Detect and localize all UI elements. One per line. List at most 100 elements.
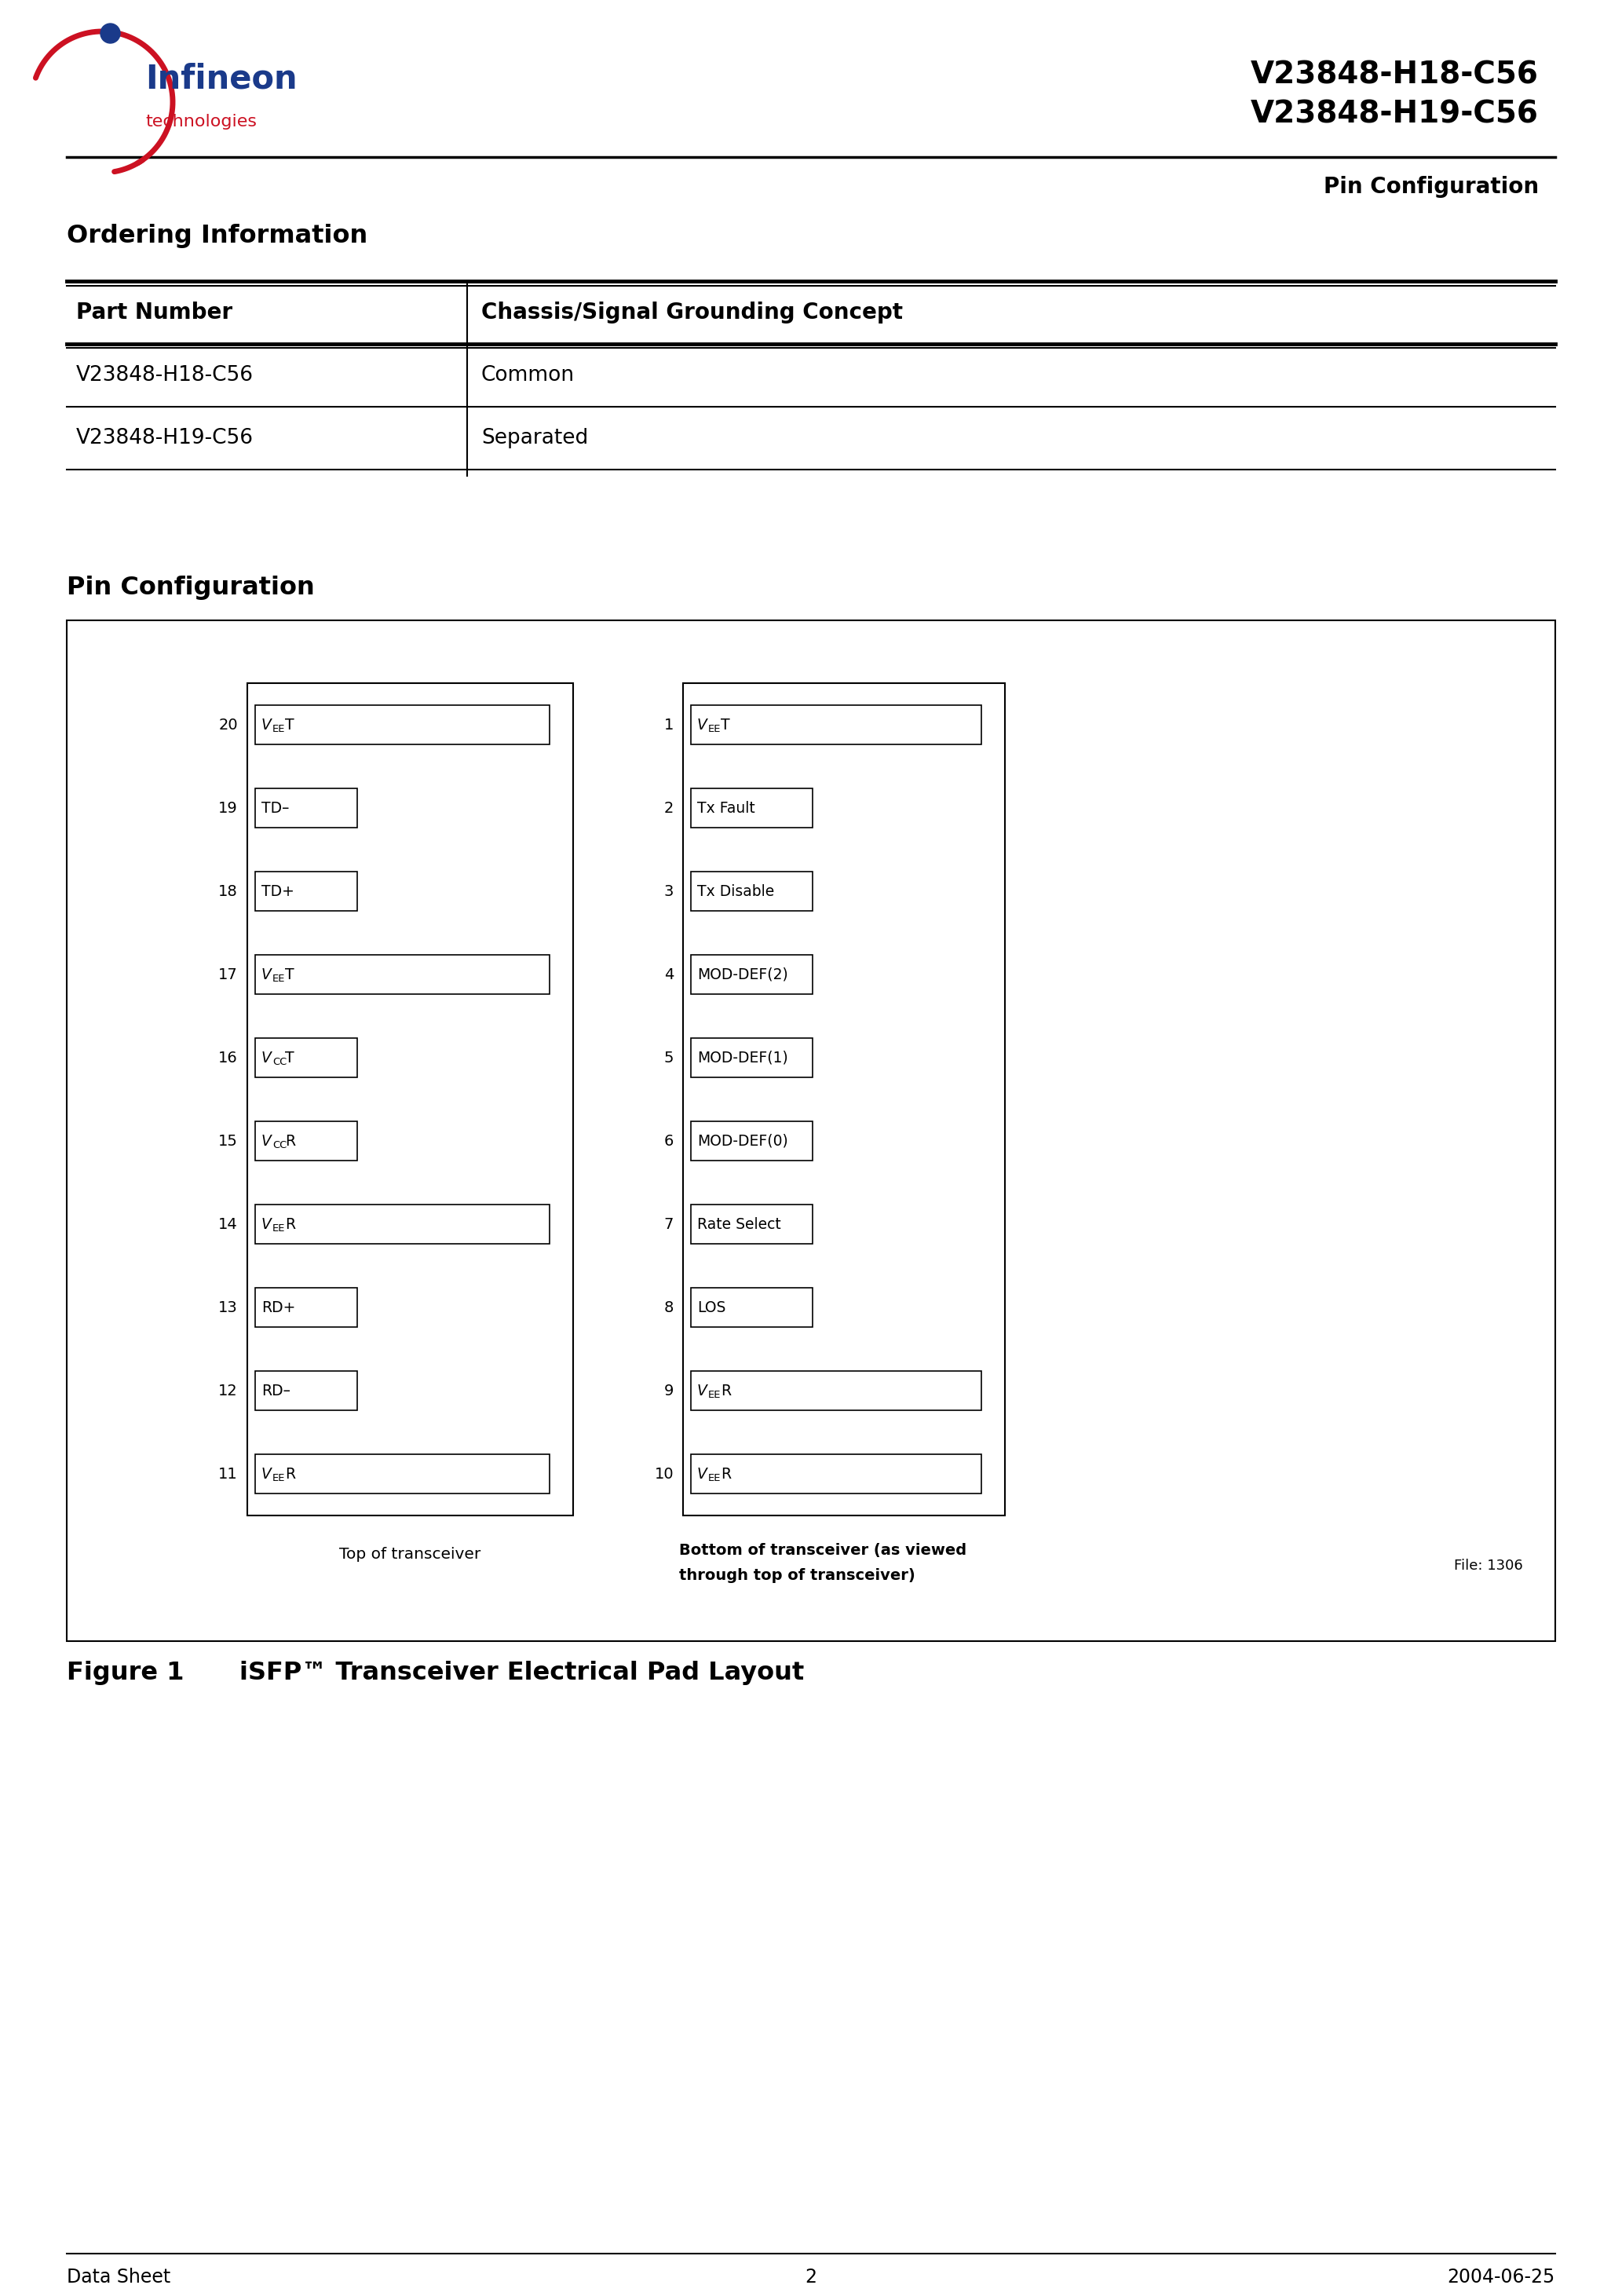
Text: T: T — [720, 716, 730, 732]
Text: 9: 9 — [663, 1382, 673, 1398]
Text: V23848-H19-C56: V23848-H19-C56 — [76, 427, 253, 448]
Text: T: T — [285, 716, 294, 732]
Text: V: V — [261, 716, 271, 732]
Text: through top of transceiver): through top of transceiver) — [680, 1568, 915, 1582]
Text: LOS: LOS — [697, 1300, 725, 1316]
Text: Tx Disable: Tx Disable — [697, 884, 774, 898]
Text: 3: 3 — [663, 884, 673, 898]
Text: R: R — [285, 1467, 295, 1481]
Text: RD–: RD– — [261, 1382, 290, 1398]
Bar — [255, 1453, 550, 1495]
Text: Top of transceiver: Top of transceiver — [339, 1548, 482, 1561]
Text: 12: 12 — [219, 1382, 238, 1398]
Bar — [255, 788, 357, 829]
Text: V: V — [697, 1467, 707, 1481]
Text: V23848-H18-C56: V23848-H18-C56 — [1251, 60, 1539, 90]
Text: Infineon: Infineon — [146, 62, 297, 94]
Bar — [691, 1371, 981, 1410]
Text: 4: 4 — [663, 967, 673, 983]
Text: 11: 11 — [219, 1467, 238, 1481]
Bar — [691, 705, 981, 744]
Bar — [255, 705, 550, 744]
Bar — [247, 684, 573, 1515]
Text: Tx Fault: Tx Fault — [697, 801, 756, 815]
Text: 6: 6 — [663, 1134, 673, 1148]
Text: EE: EE — [272, 1224, 285, 1233]
Bar — [255, 870, 357, 912]
Bar — [691, 1288, 813, 1327]
Bar — [691, 788, 813, 829]
Text: R: R — [285, 1217, 295, 1231]
Text: Chassis/Signal Grounding Concept: Chassis/Signal Grounding Concept — [482, 301, 903, 324]
Text: 5: 5 — [663, 1049, 673, 1065]
Bar — [255, 955, 550, 994]
Text: Pin Configuration: Pin Configuration — [67, 576, 315, 599]
Text: 17: 17 — [219, 967, 238, 983]
Text: V: V — [261, 967, 271, 983]
Text: 1: 1 — [663, 716, 673, 732]
Text: EE: EE — [709, 1389, 722, 1401]
Text: MOD-DEF(2): MOD-DEF(2) — [697, 967, 788, 983]
Text: 19: 19 — [219, 801, 238, 815]
Text: technologies: technologies — [146, 115, 256, 129]
Text: R: R — [720, 1382, 732, 1398]
Bar — [683, 684, 1006, 1515]
Text: RD+: RD+ — [261, 1300, 295, 1316]
Text: V23848-H18-C56: V23848-H18-C56 — [76, 365, 253, 386]
Text: EE: EE — [709, 1472, 722, 1483]
Text: 16: 16 — [219, 1049, 238, 1065]
Text: V: V — [697, 716, 707, 732]
Text: TD–: TD– — [261, 801, 289, 815]
Text: MOD-DEF(0): MOD-DEF(0) — [697, 1134, 788, 1148]
Text: 2004-06-25: 2004-06-25 — [1447, 2268, 1555, 2287]
Bar — [691, 870, 813, 912]
Text: Figure 1: Figure 1 — [67, 1660, 185, 1685]
Text: 10: 10 — [654, 1467, 673, 1481]
Text: 8: 8 — [663, 1300, 673, 1316]
Text: TD+: TD+ — [261, 884, 294, 898]
Text: Pin Configuration: Pin Configuration — [1324, 177, 1539, 197]
Text: File: 1306: File: 1306 — [1455, 1559, 1523, 1573]
Text: 2: 2 — [663, 801, 673, 815]
Bar — [255, 1120, 357, 1162]
Text: Common: Common — [482, 365, 574, 386]
Text: EE: EE — [709, 723, 722, 735]
Bar — [255, 1371, 357, 1410]
Text: V: V — [261, 1049, 271, 1065]
Text: Bottom of transceiver (as viewed: Bottom of transceiver (as viewed — [680, 1543, 967, 1559]
Text: V: V — [261, 1217, 271, 1231]
Bar — [255, 1203, 550, 1244]
Bar — [255, 1288, 357, 1327]
Text: R: R — [285, 1134, 295, 1148]
Text: Separated: Separated — [482, 427, 589, 448]
Text: T: T — [285, 1049, 294, 1065]
Text: MOD-DEF(1): MOD-DEF(1) — [697, 1049, 788, 1065]
Text: EE: EE — [272, 723, 285, 735]
Bar — [691, 1453, 981, 1495]
Text: 15: 15 — [219, 1134, 238, 1148]
Bar — [691, 1120, 813, 1162]
Text: Rate Select: Rate Select — [697, 1217, 780, 1231]
Text: V: V — [261, 1467, 271, 1481]
Text: CC: CC — [272, 1139, 287, 1150]
Text: EE: EE — [272, 1472, 285, 1483]
Bar — [67, 620, 1555, 1642]
Text: Data Sheet: Data Sheet — [67, 2268, 170, 2287]
Text: 14: 14 — [219, 1217, 238, 1231]
Text: 13: 13 — [219, 1300, 238, 1316]
Text: V23848-H19-C56: V23848-H19-C56 — [1251, 99, 1539, 129]
Text: R: R — [720, 1467, 732, 1481]
Text: V: V — [261, 1134, 271, 1148]
Text: CC: CC — [272, 1056, 287, 1068]
Bar — [691, 1038, 813, 1077]
Text: 2: 2 — [805, 2268, 817, 2287]
Bar — [691, 955, 813, 994]
Text: 7: 7 — [663, 1217, 673, 1231]
Bar — [691, 1203, 813, 1244]
Bar — [255, 1038, 357, 1077]
Text: T: T — [285, 967, 294, 983]
Text: iSFP™ Transceiver Electrical Pad Layout: iSFP™ Transceiver Electrical Pad Layout — [240, 1660, 805, 1685]
Text: Part Number: Part Number — [76, 301, 232, 324]
Text: 20: 20 — [219, 716, 238, 732]
Text: Ordering Information: Ordering Information — [67, 223, 368, 248]
